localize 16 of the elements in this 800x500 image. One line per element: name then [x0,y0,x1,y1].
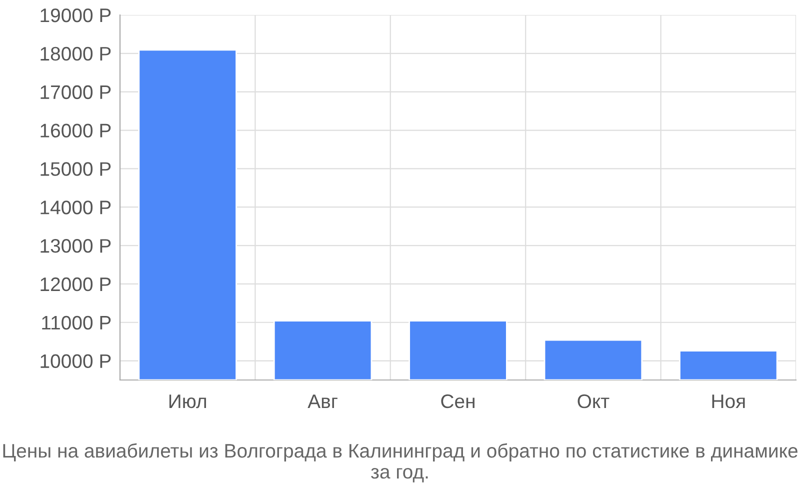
y-tick-label: 17000 Р [40,85,111,100]
y-tick-label: 11000 Р [42,316,111,330]
y-tick-label: 13000 Р [40,238,111,253]
y-tick-label: 19000 Р [40,8,111,22]
x-tick-label: Июл [169,394,206,408]
text: Цены на авиабилеты из Волгограда в Калининград и обратно по статистике в динамике за год. [3,443,798,482]
y-tick-label: 15000 Р [40,162,111,176]
x-tick-label: Ноя [712,394,745,408]
y-tick-label: 18000 Р [40,46,111,61]
y-tick-label: 10000 Р [40,354,111,368]
x-tick-label: Сен [441,394,474,408]
y-tick-label: 12000 Р [40,277,111,292]
x-tick-label: Окт [578,394,610,408]
x-tick-label: Авг [308,394,338,408]
y-tick-label: 16000 Р [40,124,111,138]
y-tick-label: 14000 Р [40,200,111,214]
